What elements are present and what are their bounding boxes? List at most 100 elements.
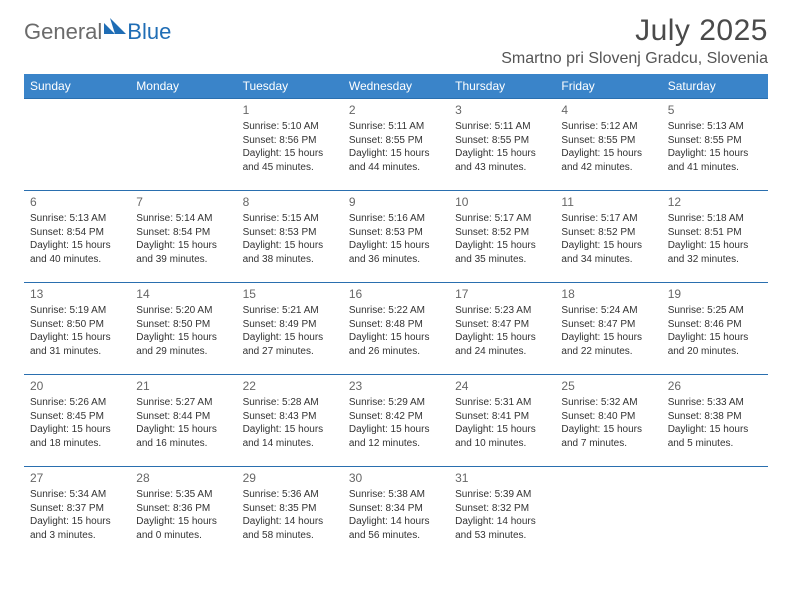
daylight-text: Daylight: 15 hours — [136, 331, 230, 345]
daylight-text: Daylight: 15 hours — [455, 239, 549, 253]
daylight-text: Daylight: 15 hours — [668, 147, 762, 161]
calendar-day-cell: 8Sunrise: 5:15 AMSunset: 8:53 PMDaylight… — [237, 191, 343, 283]
sunrise-text: Sunrise: 5:23 AM — [455, 304, 549, 318]
calendar-day-cell: 14Sunrise: 5:20 AMSunset: 8:50 PMDayligh… — [130, 283, 236, 375]
calendar-day-cell: 10Sunrise: 5:17 AMSunset: 8:52 PMDayligh… — [449, 191, 555, 283]
calendar-day-cell: 25Sunrise: 5:32 AMSunset: 8:40 PMDayligh… — [555, 375, 661, 467]
daylight-text: and 40 minutes. — [30, 253, 124, 267]
daylight-text: Daylight: 15 hours — [136, 239, 230, 253]
calendar-day-cell — [555, 467, 661, 559]
day-number: 10 — [455, 194, 549, 210]
weekday-header: Wednesday — [343, 74, 449, 99]
daylight-text: Daylight: 15 hours — [349, 331, 443, 345]
daylight-text: and 31 minutes. — [30, 345, 124, 359]
day-number: 25 — [561, 378, 655, 394]
calendar-day-cell — [24, 99, 130, 191]
sunrise-text: Sunrise: 5:22 AM — [349, 304, 443, 318]
daylight-text: Daylight: 15 hours — [243, 147, 337, 161]
day-number: 30 — [349, 470, 443, 486]
sunrise-text: Sunrise: 5:15 AM — [243, 212, 337, 226]
sunset-text: Sunset: 8:41 PM — [455, 410, 549, 424]
sunset-text: Sunset: 8:40 PM — [561, 410, 655, 424]
weekday-header: Monday — [130, 74, 236, 99]
location-subtitle: Smartno pri Slovenj Gradcu, Slovenia — [501, 50, 768, 68]
brand-mark-icon — [104, 18, 126, 39]
day-number: 24 — [455, 378, 549, 394]
sunset-text: Sunset: 8:46 PM — [668, 318, 762, 332]
calendar-day-cell: 30Sunrise: 5:38 AMSunset: 8:34 PMDayligh… — [343, 467, 449, 559]
sunset-text: Sunset: 8:56 PM — [243, 134, 337, 148]
day-number: 16 — [349, 286, 443, 302]
sunrise-text: Sunrise: 5:19 AM — [30, 304, 124, 318]
sunrise-text: Sunrise: 5:16 AM — [349, 212, 443, 226]
daylight-text: and 22 minutes. — [561, 345, 655, 359]
day-number: 20 — [30, 378, 124, 394]
calendar-day-cell — [662, 467, 768, 559]
calendar-day-cell: 31Sunrise: 5:39 AMSunset: 8:32 PMDayligh… — [449, 467, 555, 559]
daylight-text: Daylight: 15 hours — [136, 423, 230, 437]
calendar-day-cell: 20Sunrise: 5:26 AMSunset: 8:45 PMDayligh… — [24, 375, 130, 467]
calendar-day-cell: 4Sunrise: 5:12 AMSunset: 8:55 PMDaylight… — [555, 99, 661, 191]
sunset-text: Sunset: 8:43 PM — [243, 410, 337, 424]
day-number: 19 — [668, 286, 762, 302]
header-row: General Blue July 2025 Smartno pri Slove… — [24, 14, 768, 68]
calendar-day-cell: 2Sunrise: 5:11 AMSunset: 8:55 PMDaylight… — [343, 99, 449, 191]
calendar-day-cell: 29Sunrise: 5:36 AMSunset: 8:35 PMDayligh… — [237, 467, 343, 559]
sunrise-text: Sunrise: 5:17 AM — [561, 212, 655, 226]
daylight-text: Daylight: 15 hours — [30, 423, 124, 437]
day-number: 28 — [136, 470, 230, 486]
daylight-text: and 43 minutes. — [455, 161, 549, 175]
daylight-text: and 32 minutes. — [668, 253, 762, 267]
sunrise-text: Sunrise: 5:33 AM — [668, 396, 762, 410]
day-number: 8 — [243, 194, 337, 210]
calendar-day-cell: 3Sunrise: 5:11 AMSunset: 8:55 PMDaylight… — [449, 99, 555, 191]
sunrise-text: Sunrise: 5:10 AM — [243, 120, 337, 134]
sunset-text: Sunset: 8:37 PM — [30, 502, 124, 516]
daylight-text: Daylight: 14 hours — [243, 515, 337, 529]
day-number: 17 — [455, 286, 549, 302]
sunset-text: Sunset: 8:48 PM — [349, 318, 443, 332]
calendar-day-cell: 9Sunrise: 5:16 AMSunset: 8:53 PMDaylight… — [343, 191, 449, 283]
daylight-text: Daylight: 15 hours — [349, 423, 443, 437]
daylight-text: and 45 minutes. — [243, 161, 337, 175]
daylight-text: and 10 minutes. — [455, 437, 549, 451]
sunset-text: Sunset: 8:49 PM — [243, 318, 337, 332]
daylight-text: Daylight: 15 hours — [668, 331, 762, 345]
daylight-text: Daylight: 14 hours — [349, 515, 443, 529]
sunset-text: Sunset: 8:42 PM — [349, 410, 443, 424]
sunrise-text: Sunrise: 5:20 AM — [136, 304, 230, 318]
sunset-text: Sunset: 8:47 PM — [561, 318, 655, 332]
day-number: 9 — [349, 194, 443, 210]
daylight-text: Daylight: 15 hours — [561, 331, 655, 345]
sunset-text: Sunset: 8:36 PM — [136, 502, 230, 516]
calendar-day-cell: 1 Sunrise: 5:10 AMSunset: 8:56 PMDaylight… — [237, 99, 343, 191]
day-number: 11 — [561, 194, 655, 210]
calendar-day-cell: 23Sunrise: 5:29 AMSunset: 8:42 PMDayligh… — [343, 375, 449, 467]
brand-logo: General Blue — [24, 14, 171, 45]
daylight-text: and 41 minutes. — [668, 161, 762, 175]
daylight-text: and 53 minutes. — [455, 529, 549, 543]
daylight-text: and 58 minutes. — [243, 529, 337, 543]
sunrise-text: Sunrise: 5:13 AM — [668, 120, 762, 134]
sunrise-text: Sunrise: 5:24 AM — [561, 304, 655, 318]
daylight-text: and 29 minutes. — [136, 345, 230, 359]
calendar-week-row: 20Sunrise: 5:26 AMSunset: 8:45 PMDayligh… — [24, 375, 768, 467]
daylight-text: Daylight: 15 hours — [561, 147, 655, 161]
calendar-day-cell: 26Sunrise: 5:33 AMSunset: 8:38 PMDayligh… — [662, 375, 768, 467]
day-number: 1 — [243, 102, 337, 118]
sunrise-text: Sunrise: 5:35 AM — [136, 488, 230, 502]
sunset-text: Sunset: 8:54 PM — [30, 226, 124, 240]
sunset-text: Sunset: 8:47 PM — [455, 318, 549, 332]
sunset-text: Sunset: 8:35 PM — [243, 502, 337, 516]
calendar-day-cell: 15Sunrise: 5:21 AMSunset: 8:49 PMDayligh… — [237, 283, 343, 375]
daylight-text: Daylight: 15 hours — [30, 331, 124, 345]
daylight-text: and 26 minutes. — [349, 345, 443, 359]
daylight-text: and 36 minutes. — [349, 253, 443, 267]
sunrise-text: Sunrise: 5:27 AM — [136, 396, 230, 410]
calendar-week-row: 27Sunrise: 5:34 AMSunset: 8:37 PMDayligh… — [24, 467, 768, 559]
sunrise-text: Sunrise: 5:31 AM — [455, 396, 549, 410]
daylight-text: Daylight: 15 hours — [30, 239, 124, 253]
calendar-day-cell: 7Sunrise: 5:14 AMSunset: 8:54 PMDaylight… — [130, 191, 236, 283]
sunrise-text: Sunrise: 5:11 AM — [349, 120, 443, 134]
day-number: 2 — [349, 102, 443, 118]
